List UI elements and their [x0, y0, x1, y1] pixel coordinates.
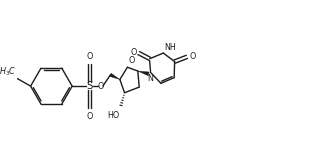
Text: O: O	[97, 82, 104, 91]
Text: HO: HO	[107, 111, 119, 120]
Text: O: O	[130, 48, 136, 57]
Text: $H_3C$: $H_3C$	[0, 65, 17, 78]
Text: S: S	[86, 81, 93, 91]
Text: NH: NH	[164, 43, 176, 52]
Text: N: N	[148, 74, 153, 83]
Text: O: O	[189, 52, 196, 61]
Text: O: O	[86, 112, 93, 121]
Text: O: O	[86, 52, 93, 61]
Text: O: O	[128, 56, 135, 65]
Polygon shape	[110, 73, 120, 80]
Polygon shape	[138, 71, 149, 76]
